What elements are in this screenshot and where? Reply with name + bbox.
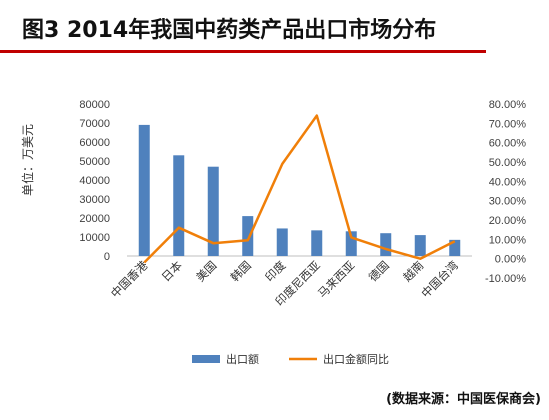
y2-tick-label: 40.00% [489, 176, 527, 188]
y-tick-label: 50000 [79, 156, 110, 168]
y2-tick-label: 0.00% [495, 254, 526, 266]
x-tick-label: 中国台湾 [418, 258, 461, 301]
y-axis-title: 单位：万美元 [20, 124, 35, 196]
source-note: (数据来源：中国医保商会) [386, 392, 541, 407]
bar [311, 230, 323, 256]
x-tick-label: 韩国 [228, 258, 254, 284]
bar [345, 231, 357, 256]
y-tick-label: 40000 [79, 175, 110, 187]
x-tick-label: 印度 [262, 258, 289, 285]
y-tick-label: 20000 [79, 213, 110, 225]
bar [173, 155, 185, 256]
y2-tick-label: 80.00% [489, 99, 527, 111]
bar [242, 216, 254, 256]
x-tick-label: 德国 [366, 258, 392, 284]
y2-tick-label: -10.00% [485, 273, 526, 285]
y2-tick-label: 60.00% [489, 138, 527, 150]
legend-swatch-bar [192, 355, 220, 363]
y-tick-label: 80000 [79, 99, 110, 111]
x-tick-label: 越南 [400, 258, 426, 284]
bar [414, 235, 426, 256]
y-tick-label: 10000 [79, 232, 110, 244]
y-tick-label: 30000 [79, 194, 110, 206]
legend-label-bar: 出口额 [226, 352, 259, 366]
bar [138, 124, 150, 257]
y2-tick-label: 70.00% [489, 118, 527, 130]
legend-label-line: 出口金额同比 [323, 352, 389, 366]
y2-tick-label: 50.00% [489, 157, 527, 169]
bar [276, 228, 288, 256]
y2-tick-label: 20.00% [489, 215, 527, 227]
y-tick-label: 60000 [79, 137, 110, 149]
x-tick-label: 马来西亚 [315, 258, 357, 300]
y-tick-label: 0 [104, 251, 110, 263]
line-series [143, 114, 456, 264]
bar [207, 166, 219, 256]
y2-tick-label: 30.00% [489, 196, 527, 208]
x-tick-label: 中国香港 [108, 258, 151, 301]
x-tick-label: 美国 [193, 258, 219, 284]
figure-title: 图3 2014年我国中药类产品出口市场分布 [22, 18, 437, 43]
title-rule [0, 50, 486, 53]
y-tick-label: 70000 [79, 118, 110, 130]
bar [380, 233, 392, 256]
x-tick-label: 日本 [159, 258, 186, 285]
y2-tick-label: 10.00% [489, 234, 527, 246]
bar [449, 239, 461, 256]
